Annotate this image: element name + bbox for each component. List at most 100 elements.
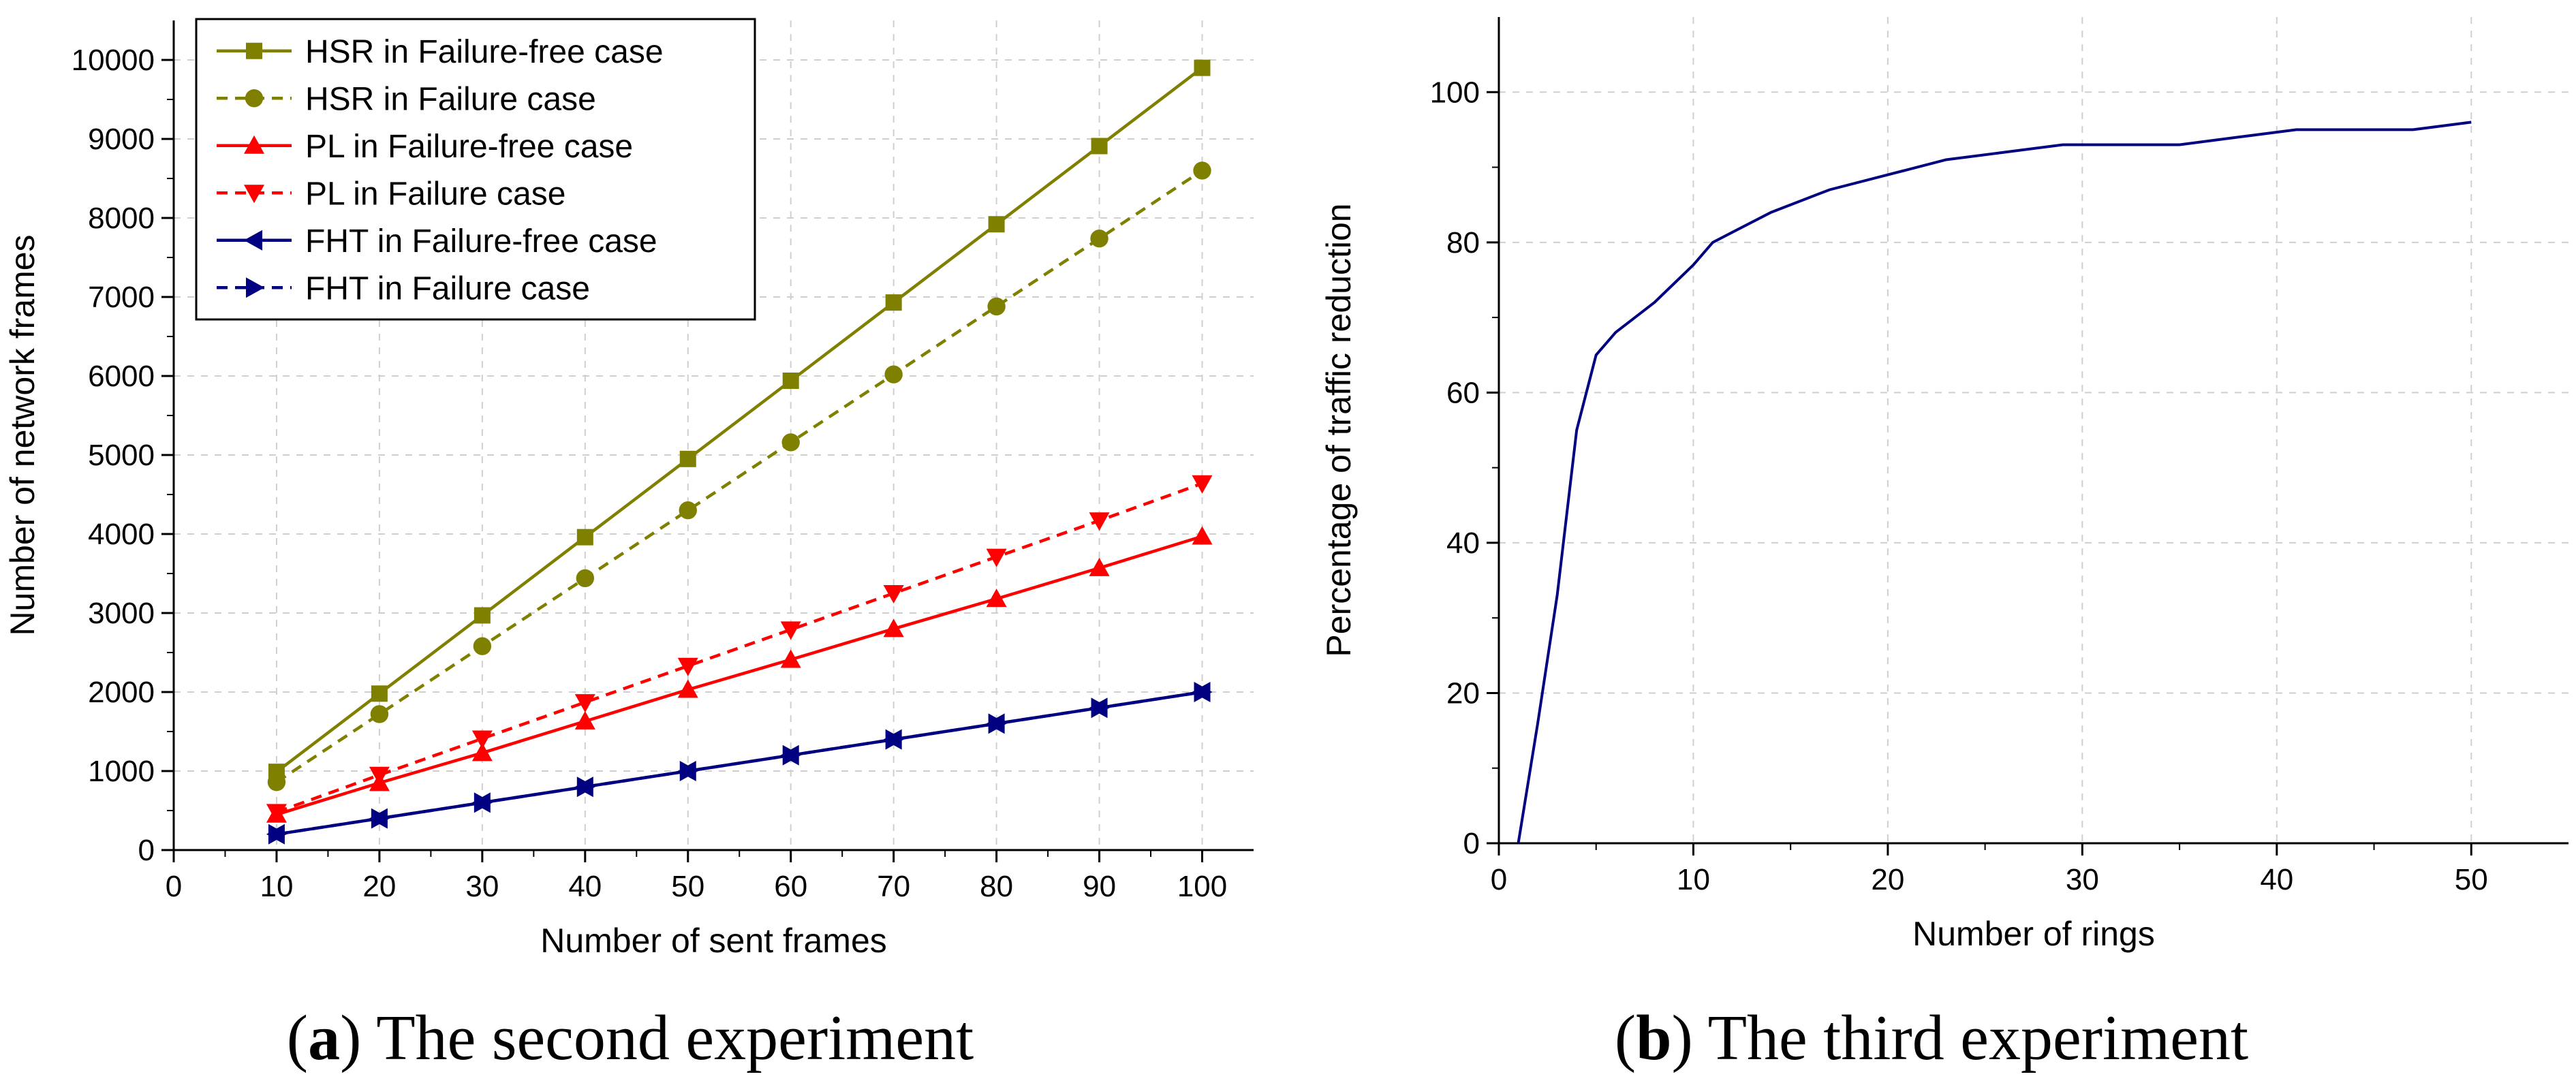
chart-b-y-tick-label: 0 xyxy=(1463,827,1480,860)
chart-a-data-point xyxy=(782,744,801,766)
chart-a-legend: HSR in Failure-free case HSR in Failure c… xyxy=(195,18,756,321)
chart-a-x-tick-label: 90 xyxy=(1083,870,1116,903)
chart-a-legend-marker xyxy=(246,277,264,298)
chart-a-data-point xyxy=(884,365,903,383)
chart-a-data-point xyxy=(988,713,1007,734)
chart-b-series-line xyxy=(1517,121,2472,844)
chart-a-y-tick-label: 1000 xyxy=(88,755,155,788)
chart-b-x-tick-label: 40 xyxy=(2260,863,2293,896)
chart-a-y-tick-label: 8000 xyxy=(88,202,155,235)
caption-b-letter: b xyxy=(1636,1003,1672,1073)
chart-a-legend-marker xyxy=(245,89,264,108)
chart-a-legend-label: FHT in Failure-free case xyxy=(305,223,657,260)
caption-a: (a) The second experiment xyxy=(286,1003,974,1073)
chart-b-y-axis-label: Percentage of traffic reduction xyxy=(1320,203,1358,657)
chart-a-data-point xyxy=(885,294,902,311)
chart-a-y-tick-label: 10000 xyxy=(72,44,155,77)
chart-a-data-point xyxy=(782,372,799,389)
chart-b-x-tick-label: 0 xyxy=(1491,863,1507,896)
chart-a-data-point xyxy=(677,679,698,698)
caption-a-text: The second experiment xyxy=(376,1003,974,1073)
chart-b-x-tick-label: 30 xyxy=(2066,863,2099,896)
chart-a-legend-label: PL in Failure-free case xyxy=(305,129,633,165)
chart-a-series-line xyxy=(275,66,1203,773)
chart-a-data-point xyxy=(986,588,1007,608)
chart-a-x-tick-label: 100 xyxy=(1177,870,1227,903)
chart-a-data-point xyxy=(1194,59,1211,76)
chart-a-x-tick-label: 10 xyxy=(260,870,293,903)
chart-a-data-point xyxy=(1193,161,1211,180)
chart-a-x-tick-label: 40 xyxy=(568,870,602,903)
chart-a-x-tick-label: 30 xyxy=(465,870,499,903)
chart-b-y-tick-label: 40 xyxy=(1446,527,1480,560)
chart-a-data-point xyxy=(781,433,800,452)
chart-a-data-point xyxy=(679,501,697,520)
chart-a-legend-item: HSR in Failure-free case xyxy=(217,34,664,70)
chart-a-data-point xyxy=(471,742,493,762)
chart-a-data-point xyxy=(370,705,389,723)
chart-a-y-tick-label: 0 xyxy=(138,834,155,867)
chart-a-data-point xyxy=(679,761,698,781)
chart-a-x-tick-label: 60 xyxy=(774,870,807,903)
chart-a-data-point xyxy=(988,216,1005,233)
chart-b-svg: 0 10 20 30 40 50 0 20 40 60 80 100 Number of rings Pe… xyxy=(1320,17,2569,953)
chart-a-data-point xyxy=(576,776,595,798)
chart-a-data-point xyxy=(371,685,388,702)
chart-b-y-tick-label: 80 xyxy=(1446,226,1480,260)
chart-a-data-point xyxy=(679,450,696,467)
chart-a-legend-marker xyxy=(244,135,264,154)
chart-a-y-tick-label: 5000 xyxy=(88,439,155,472)
chart-a-data-point xyxy=(1192,475,1213,494)
chart-a-data-point xyxy=(371,808,390,829)
chart-a-y-tick-label: 3000 xyxy=(88,597,155,630)
chart-a-legend-item: PL in Failure-free case xyxy=(217,129,633,165)
chart-b-series-1 xyxy=(1517,121,2472,844)
chart-a-data-point xyxy=(1194,682,1213,702)
chart-a-data-point xyxy=(883,618,904,638)
chart-a-data-point xyxy=(473,637,492,655)
chart-a-legend-label: HSR in Failure case xyxy=(305,81,596,117)
chart-b-x-tick-label: 10 xyxy=(1677,863,1710,896)
chart-a-legend-marker xyxy=(246,42,262,59)
chart-a-legend-box xyxy=(195,18,756,321)
chart-a-legend-label: PL in Failure case xyxy=(305,176,565,212)
chart-a-x-axis-label: Number of sent frames xyxy=(540,922,887,960)
chart-a-series-4 xyxy=(266,475,1213,823)
chart-a-svg: 0 10 20 30 40 50 60 70 80 90 100010002000300040005… xyxy=(3,18,1254,960)
chart-a-legend-marker xyxy=(244,185,264,204)
chart-a-data-point xyxy=(1091,697,1110,719)
chart-a-data-point xyxy=(883,585,904,603)
chart-a-x-tick-label: 70 xyxy=(877,870,910,903)
chart-a-data-point xyxy=(267,773,286,791)
chart-a-x-tick-label: 80 xyxy=(980,870,1013,903)
chart-a-data-point xyxy=(268,823,287,845)
chart-a-series-line xyxy=(276,535,1203,816)
chart-a-series-3 xyxy=(266,526,1213,823)
chart-a-x-tick-label: 0 xyxy=(166,870,182,903)
caption-b: (b) The third experiment xyxy=(1614,1003,2249,1073)
chart-a-data-point xyxy=(986,548,1007,567)
chart-a-y-tick-label: 2000 xyxy=(88,676,155,709)
chart-a-data-point xyxy=(266,804,287,823)
chart-a-data-point xyxy=(369,766,390,785)
chart-a-y-tick-label: 9000 xyxy=(88,123,155,156)
chart-a-data-point xyxy=(574,694,595,713)
chart-a-data-point xyxy=(1090,229,1108,248)
chart-b-x-axis-label: Number of rings xyxy=(1912,915,2155,953)
chart-a-data-point xyxy=(474,792,493,813)
chart-a-data-point xyxy=(576,569,595,588)
chart-a-data-point xyxy=(576,529,593,546)
chart-a-y-tick-label: 7000 xyxy=(88,281,155,314)
chart-a-y-tick-label: 4000 xyxy=(88,518,155,551)
chart-a-data-point xyxy=(1089,557,1110,576)
chart-a-data-point xyxy=(677,657,698,676)
chart-a-legend-item: FHT in Failure case xyxy=(217,270,590,307)
chart-a-data-point xyxy=(1091,138,1108,155)
caption-a-letter: a xyxy=(308,1003,341,1073)
chart-a-legend-item: FHT in Failure-free case xyxy=(217,223,657,260)
chart-b-y-tick-label: 20 xyxy=(1446,676,1480,710)
chart-a-series-line xyxy=(276,690,1202,836)
chart-a-y-axis-label: Number of network frames xyxy=(3,234,42,635)
chart-a-data-point xyxy=(987,297,1006,316)
